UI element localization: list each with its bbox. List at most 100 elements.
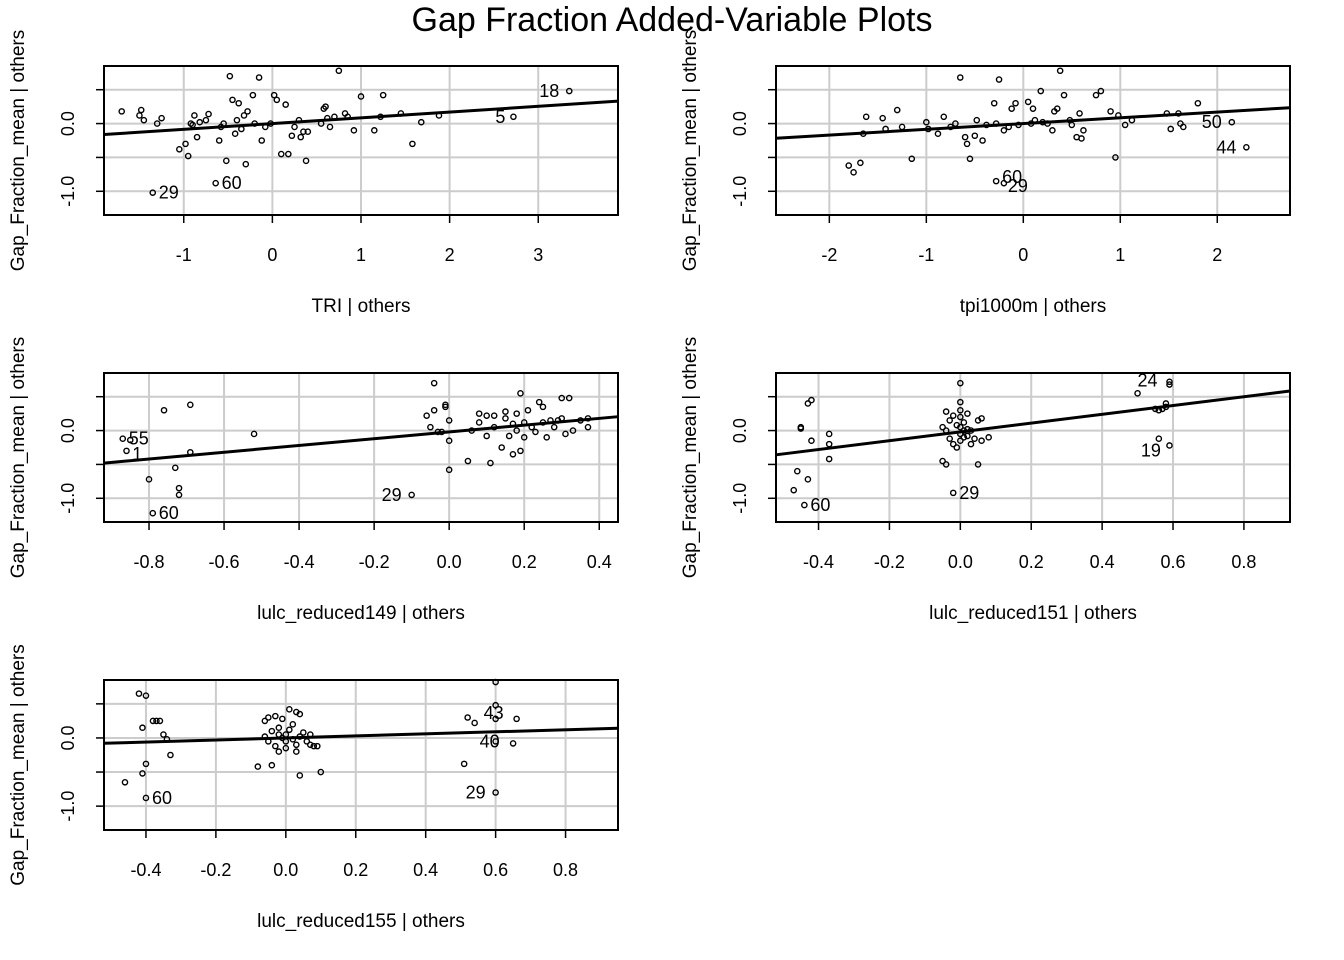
data-point (254, 763, 262, 770)
data-point (186, 448, 194, 456)
x-tick-label: 2 (1212, 245, 1222, 265)
data-point (946, 417, 953, 424)
x-tick-label: 0.0 (273, 860, 298, 880)
data-point (960, 427, 968, 434)
point-label: 60 (152, 788, 172, 808)
data-point (960, 434, 968, 441)
data-point (282, 738, 290, 745)
data-point (1128, 116, 1136, 124)
data-point (520, 419, 528, 426)
data-point (1228, 118, 1236, 126)
data-point (142, 794, 150, 802)
data-point (857, 159, 864, 167)
plot-box (103, 372, 619, 523)
data-point (255, 74, 263, 81)
point-label: 29 (382, 485, 402, 505)
data-point (270, 91, 278, 99)
x-tick-label: 0.2 (512, 552, 537, 572)
data-point (184, 152, 192, 160)
data-point (1029, 105, 1037, 112)
data-point (417, 118, 425, 126)
x-tick-label: 2 (445, 245, 455, 265)
data-point (946, 435, 953, 442)
data-point (293, 748, 300, 755)
data-point (304, 128, 312, 135)
data-point (233, 116, 241, 124)
data-point (1115, 112, 1122, 119)
data-point (167, 751, 174, 759)
data-point (279, 734, 286, 742)
data-point (242, 160, 250, 168)
data-point (1194, 99, 1202, 107)
data-point (249, 91, 257, 99)
data-point (1000, 127, 1008, 134)
x-tick-label: -0.8 (134, 552, 165, 572)
y-tick-label: -1.0 (58, 176, 78, 207)
data-point (121, 778, 129, 786)
y-tick-label: -1.0 (730, 176, 750, 207)
data-point (261, 123, 269, 131)
data-point (377, 113, 384, 121)
data-point (520, 434, 528, 441)
data-point (317, 120, 325, 127)
x-tick-label: -1 (918, 245, 934, 265)
data-point (272, 742, 279, 750)
data-point (250, 430, 258, 438)
data-point (1107, 108, 1114, 115)
point-label: 44 (1216, 137, 1236, 157)
data-point (1155, 406, 1163, 414)
data-point (957, 430, 964, 438)
data-point (286, 726, 293, 734)
data-point (882, 125, 889, 133)
data-point (577, 417, 584, 424)
data-point (964, 425, 971, 433)
data-point (464, 714, 471, 721)
data-point (939, 423, 946, 431)
data-point (397, 110, 405, 117)
data-point (801, 501, 808, 509)
data-point (350, 127, 358, 134)
data-point (475, 410, 483, 417)
data-point (231, 130, 239, 138)
data-point (156, 717, 164, 725)
x-axis-title: lulc_reduced151 | others (929, 603, 1137, 624)
data-point (296, 710, 304, 718)
data-point (189, 121, 196, 129)
x-axis-title: TRI | others (312, 296, 411, 317)
data-point (535, 398, 543, 406)
data-point (1175, 110, 1182, 117)
data-point (171, 464, 179, 472)
data-point (960, 419, 968, 426)
data-point (335, 67, 343, 75)
data-point (370, 127, 378, 134)
data-point (949, 412, 957, 419)
data-point (949, 440, 957, 448)
data-point (524, 406, 532, 414)
y-axis-title: Gap_Fraction_mean | others (8, 644, 29, 886)
data-point (344, 113, 352, 121)
data-point (357, 93, 365, 100)
data-point (296, 772, 304, 779)
point-label: 29 (466, 783, 486, 803)
data-point (859, 130, 867, 138)
data-point (139, 770, 146, 777)
data-point (964, 410, 971, 417)
point-label: 60 (810, 495, 830, 515)
data-point (282, 731, 290, 738)
data-point (509, 450, 517, 458)
avplot-4: 24 19 60 29 -0.4 -0.2 0.0 0.2 0.4 0.6 0.8 -1.0 0.0 lu… (680, 337, 1291, 624)
data-point (957, 406, 964, 414)
data-point (277, 150, 285, 158)
x-axis-title: tpi1000m | others (960, 296, 1106, 317)
data-point (445, 437, 453, 445)
data-point (1060, 91, 1068, 99)
data-point (547, 417, 554, 424)
data-point (279, 715, 286, 723)
data-point (163, 736, 171, 743)
point-label: 29 (159, 183, 179, 203)
data-point (160, 406, 168, 414)
y-tick-label: 0.0 (58, 725, 78, 750)
y-axis-title: Gap_Fraction_mean | others (680, 30, 701, 272)
data-point (149, 509, 157, 517)
